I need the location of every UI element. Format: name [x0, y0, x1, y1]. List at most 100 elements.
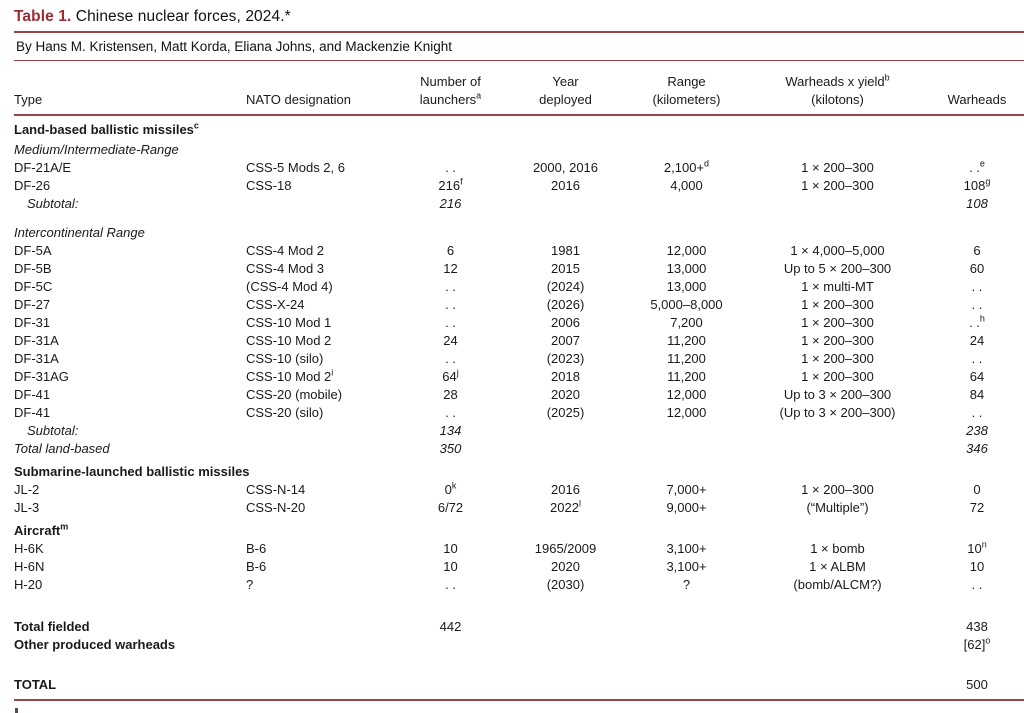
- cell-warheads: 24: [969, 333, 985, 348]
- cell-type: Total fielded: [14, 619, 90, 634]
- cell-range: 4,000: [670, 178, 703, 193]
- cell-yield: 1 × 200–300: [801, 315, 874, 330]
- cell-yield: [745, 422, 930, 440]
- cell-year: 2016: [551, 178, 580, 193]
- cell-type: DF-5A: [14, 243, 52, 258]
- cell-type: DF-41: [14, 405, 51, 420]
- cell-nato: CSS-20 (mobile): [246, 387, 343, 402]
- cell-range: 11,200: [667, 351, 706, 366]
- cell-nato: [246, 195, 398, 213]
- cell-type: H-20: [14, 577, 43, 592]
- footnote-superscript: c: [193, 120, 199, 131]
- column-header-line: (kilometers): [652, 92, 721, 107]
- cell-launchers: 28: [443, 387, 458, 402]
- cell-yield: [745, 618, 930, 636]
- cell-nato: CSS-4 Mod 3: [246, 261, 325, 276]
- section-title: Aircraftm: [14, 521, 69, 538]
- cell-type: Other produced warheads: [14, 637, 176, 652]
- nuclear-forces-table: Type NATO designation Number of launchersa Y…: [14, 61, 1024, 694]
- cell-nato: B-6: [246, 541, 267, 556]
- row-other-produced: Other produced warheads [62]o: [14, 636, 1024, 654]
- cell-warheads: 6: [973, 243, 981, 258]
- table-row: H-20? . . (2030)? (bomb/ALCM?) . .: [14, 576, 1024, 594]
- cell-yield: 1 × bomb: [810, 541, 865, 556]
- cell-type: Medium/Intermediate-Range: [14, 142, 179, 157]
- cell-yield: 1 × 200–300: [801, 178, 874, 193]
- cell-warheads: 60: [969, 261, 985, 276]
- footnote-superscript: g: [985, 176, 991, 187]
- cell-nato: CSS-X-24: [246, 297, 305, 312]
- cell-range: [628, 139, 745, 159]
- subsection-medium-intermediate: Medium/Intermediate-Range: [14, 139, 1024, 159]
- cell-launchers: 10: [443, 541, 458, 556]
- cell-range: [628, 636, 745, 654]
- table-row: DF-26 CSS-18 216f 2016 4,000 1 × 200–300 108g: [14, 177, 1024, 195]
- cell-launchers: 6: [446, 243, 455, 258]
- cell-warheads: [930, 222, 1024, 242]
- cell-year: (2030): [546, 577, 585, 592]
- table-title-text: Chinese nuclear forces, 2024.*: [71, 8, 291, 25]
- cell-range: 11,200: [667, 369, 706, 384]
- cell-warheads: . .: [971, 297, 983, 312]
- cell-range: ?: [682, 577, 691, 592]
- footnote-marker-fragment: [15, 708, 18, 713]
- footnote-superscript: i: [331, 367, 334, 378]
- cell-range: [628, 222, 745, 242]
- cell-yield: Up to 5 × 200–300: [783, 261, 892, 276]
- cell-range: [628, 195, 745, 213]
- table-row: DF-5A CSS-4 Mod 2 6 1981 12,000 1 × 4,000–5,0…: [14, 242, 1024, 260]
- row-total-land-based: Total land-based 350 346: [14, 440, 1024, 458]
- cell-type: DF-31A: [14, 333, 59, 348]
- cell-nato: CSS-10 Mod 2: [246, 333, 332, 348]
- cell-year: [503, 440, 628, 458]
- spacer-cell: [14, 213, 1024, 222]
- cell-yield: (bomb/ALCM?): [793, 577, 882, 592]
- cell-nato: CSS-N-20: [246, 500, 306, 515]
- rule-under-title: [14, 31, 1024, 33]
- table-figure: Table 1. Chinese nuclear forces, 2024.* …: [14, 7, 1024, 701]
- column-header-line: Number of: [420, 74, 481, 89]
- cell-range: 12,000: [666, 243, 707, 258]
- page: { "accent_color": "#9a434b", "title_colo…: [0, 7, 1024, 713]
- cell-yield: (“Multiple”): [806, 500, 869, 515]
- cell-warheads: . .e: [969, 158, 985, 175]
- cell-year: [503, 636, 628, 654]
- cell-type: DF-26: [14, 178, 51, 193]
- cell-launchers: 216f: [438, 176, 463, 193]
- cell-nato: ?: [246, 577, 254, 592]
- cell-type: DF-31: [14, 315, 51, 330]
- cell-launchers: 216: [439, 196, 462, 211]
- cell-launchers: [398, 139, 503, 159]
- cell-warheads: 346: [966, 441, 988, 456]
- cell-empty: [745, 517, 930, 540]
- cell-launchers: . .: [445, 351, 456, 366]
- cell-nato: [246, 440, 398, 458]
- cell-yield: 1 × 4,000–5,000: [790, 243, 885, 258]
- section-title: Submarine-launched ballistic missiles: [14, 464, 250, 479]
- cell-year: [503, 222, 628, 242]
- cell-nato: CSS-10 (silo): [246, 351, 324, 366]
- byline: By Hans M. Kristensen, Matt Korda, Elian…: [16, 39, 452, 54]
- cell-empty: [745, 458, 930, 481]
- row-total-fielded: Total fielded 442 438: [14, 618, 1024, 636]
- column-header-line: Warheads x yieldb: [785, 72, 890, 89]
- cell-year: 2000, 2016: [532, 160, 599, 175]
- cell-nato: (CSS-4 Mod 4): [246, 279, 333, 294]
- table-row: JL-2 CSS-N-14 0k 2016 7,000+ 1 × 200–300 0: [14, 481, 1024, 499]
- table-row: DF-21A/E CSS-5 Mods 2, 6 . . 2000, 2016 2,10…: [14, 159, 1024, 177]
- table-body: Land-based ballistic missilesc Medium/Int…: [14, 115, 1024, 694]
- footnote-superscript: j: [456, 367, 459, 378]
- cell-yield: 1 × 200–300: [801, 369, 874, 384]
- cell-nato: CSS-18: [246, 178, 292, 193]
- cell-launchers: [398, 636, 503, 654]
- cell-empty: [503, 458, 628, 481]
- cell-yield: [745, 139, 930, 159]
- cell-type: Subtotal:: [27, 423, 79, 438]
- cell-type: DF-27: [14, 297, 51, 312]
- cell-nato: CSS-10 Mod 2i: [246, 367, 334, 384]
- cell-range: 13,000: [666, 261, 707, 276]
- cell-warheads: . .: [971, 351, 983, 366]
- column-header-yield: Warheads x yieldb (kilotons): [745, 61, 930, 115]
- footnote-superscript: e: [979, 158, 985, 169]
- table-row: DF-31A CSS-10 (silo) . . (2023) 11,200 1 × 20…: [14, 350, 1024, 368]
